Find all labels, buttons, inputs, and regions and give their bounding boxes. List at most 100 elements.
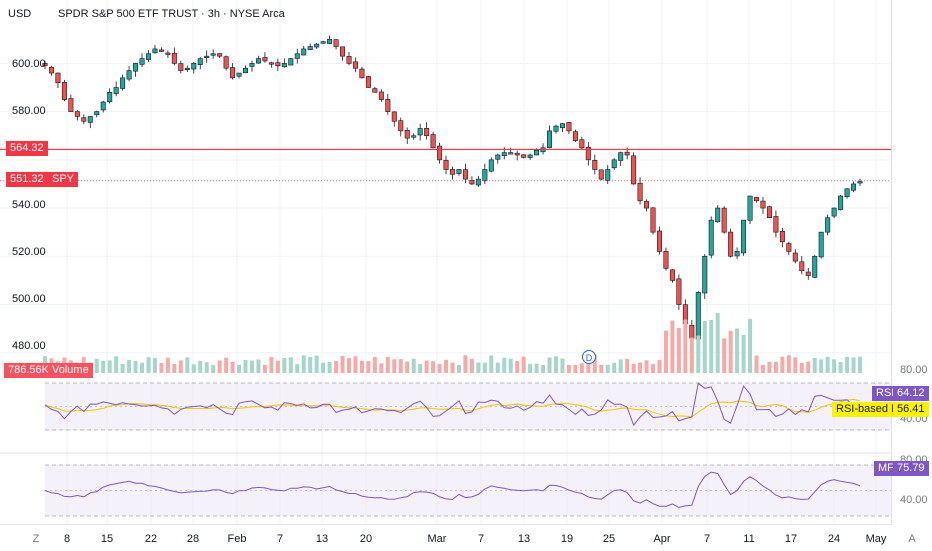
mf-axis-tick-40: 40.00 xyxy=(900,494,928,506)
candle-body xyxy=(650,207,656,233)
volume-bar xyxy=(450,362,455,373)
volume-bar xyxy=(754,355,759,373)
volume-bar xyxy=(553,356,558,373)
rsi-line xyxy=(44,382,861,427)
zoom-reset-button[interactable]: Z xyxy=(32,533,40,545)
volume-bar xyxy=(851,357,856,373)
candle-body xyxy=(120,77,126,89)
rsi-ma-line xyxy=(44,398,861,418)
candle-body xyxy=(404,129,410,139)
time-label-13: 13 xyxy=(315,533,329,545)
candle-body xyxy=(521,154,527,158)
candle-body xyxy=(230,67,236,79)
candle-body xyxy=(818,231,824,258)
volume-bar xyxy=(722,338,727,373)
rsi-name-tag: RSI xyxy=(872,386,899,401)
candle-body xyxy=(314,43,320,48)
candle-body xyxy=(547,130,553,148)
volume-bar xyxy=(508,358,513,373)
volume-bar xyxy=(631,363,636,373)
volume-bar xyxy=(262,364,267,373)
candle-body xyxy=(152,48,158,54)
volume-bar xyxy=(748,318,753,373)
candle-body xyxy=(721,207,727,233)
volume-bar xyxy=(456,364,461,373)
candle-body xyxy=(255,58,261,64)
time-label-13b: 13 xyxy=(517,533,531,545)
volume-bar xyxy=(101,360,106,373)
volume-bar xyxy=(780,356,785,373)
symbol-title[interactable]: SPDR S&P 500 ETF TRUST · 3h · NYSE Arca xyxy=(58,8,285,20)
time-label-19: 19 xyxy=(560,533,574,545)
volume-bar xyxy=(832,359,837,373)
volume-bar xyxy=(625,358,630,373)
candle-body xyxy=(42,63,48,67)
time-label-25: 25 xyxy=(602,533,616,545)
candle-body xyxy=(838,195,844,210)
last-price-tag: 551.32 xyxy=(6,172,48,187)
candle-body xyxy=(107,92,113,103)
dividend-marker[interactable]: D xyxy=(582,350,596,364)
volume-bar xyxy=(424,360,429,373)
time-axis[interactable]: Z 8 15 22 28 Feb 7 13 20 Mar 7 13 19 25 … xyxy=(0,524,916,551)
candle-body xyxy=(145,53,151,60)
volume-bar xyxy=(799,362,804,373)
time-label-apr: Apr xyxy=(653,533,671,545)
auto-scale-button[interactable]: A xyxy=(908,533,916,545)
volume-bar xyxy=(489,355,494,373)
volume-bar xyxy=(385,357,390,373)
volume-bar xyxy=(657,360,662,373)
candle-body xyxy=(715,207,721,223)
price-tick-500: 500.00 xyxy=(12,293,46,305)
candle-body xyxy=(61,82,67,100)
candle-body xyxy=(378,91,384,100)
volume-bar xyxy=(444,359,449,373)
volume-bar xyxy=(353,356,358,373)
candle-body xyxy=(598,169,604,180)
volume-bar xyxy=(431,361,436,373)
volume-bar xyxy=(185,357,190,373)
volume-bar xyxy=(211,364,216,373)
candle-body xyxy=(301,48,307,56)
candle-body xyxy=(618,152,624,161)
volume-bar xyxy=(605,364,610,373)
volume-bar xyxy=(786,355,791,373)
time-label-15: 15 xyxy=(100,533,114,545)
hline-price-tag[interactable]: 564.32 xyxy=(6,141,48,156)
candle-body xyxy=(449,169,455,175)
volume-bar xyxy=(599,364,604,373)
candle-body xyxy=(728,231,734,257)
candle-body xyxy=(831,207,837,217)
time-label-7b: 7 xyxy=(477,533,485,545)
candle-body xyxy=(243,67,249,74)
volume-bar xyxy=(405,361,410,373)
candle-body xyxy=(165,52,171,55)
candle-body xyxy=(534,149,540,156)
candle-body xyxy=(747,195,753,221)
candle-body xyxy=(456,169,462,174)
candle-body xyxy=(48,66,54,74)
volume-bar xyxy=(586,362,591,373)
mf-value-tag: 75.79 xyxy=(893,461,929,476)
candle-body xyxy=(572,131,578,141)
volume-bar xyxy=(773,361,778,373)
volume-bar xyxy=(709,319,714,373)
volume-bar xyxy=(573,364,578,373)
candle-body xyxy=(100,101,106,111)
volume-bar xyxy=(735,328,740,373)
time-label-8: 8 xyxy=(63,533,71,545)
currency-label[interactable]: USD xyxy=(8,8,32,20)
candle-body xyxy=(55,72,61,83)
candle-body xyxy=(424,128,430,137)
candle-body xyxy=(585,147,591,161)
volume-bar xyxy=(676,327,681,373)
volume-bar xyxy=(806,361,811,373)
volume-bar xyxy=(191,364,196,373)
candle-body xyxy=(87,116,93,123)
volume-bar xyxy=(741,334,746,373)
candle-body xyxy=(391,111,397,122)
last-price-symbol: SPY xyxy=(48,172,79,187)
volume-bar xyxy=(534,363,539,373)
volume-bar xyxy=(314,355,319,373)
